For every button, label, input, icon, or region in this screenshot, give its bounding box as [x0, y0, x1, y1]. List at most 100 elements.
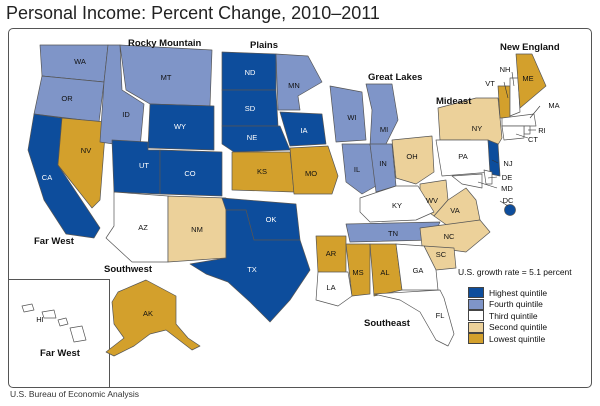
label-ID: ID: [122, 110, 130, 119]
legend: U.S. growth rate = 5.1 percent Highest q…: [458, 267, 572, 345]
legend-item-lowest: Lowest quintile: [458, 333, 572, 345]
state-TX[interactable]: [189, 209, 311, 323]
label-NC: NC: [444, 232, 455, 241]
label-WI: WI: [347, 113, 356, 122]
state-NH[interactable]: [509, 77, 521, 117]
state-MS[interactable]: [345, 243, 371, 297]
state-OH[interactable]: [391, 135, 435, 185]
state-AK[interactable]: [105, 279, 201, 357]
label-SC: SC: [436, 250, 447, 259]
state-KY[interactable]: [359, 185, 435, 223]
label-CO: CO: [184, 169, 195, 178]
label-OK: OK: [266, 215, 277, 224]
label-KY: KY: [392, 201, 402, 210]
label-LA: LA: [326, 283, 335, 292]
state-AZ[interactable]: [105, 191, 169, 263]
state-NE[interactable]: [221, 125, 291, 153]
legend-swatch-third: [468, 310, 484, 322]
legend-label-lowest: Lowest quintile: [489, 333, 546, 344]
label-CT: CT: [528, 135, 538, 144]
label-AZ: AZ: [138, 223, 148, 232]
state-NJ[interactable]: [487, 139, 501, 177]
label-SD: SD: [245, 104, 256, 113]
label-DE: DE: [502, 173, 512, 182]
state-MD[interactable]: [451, 173, 483, 189]
label-ME: ME: [522, 74, 533, 83]
region-new-england: New England: [500, 42, 560, 53]
label-UT: UT: [139, 161, 149, 170]
label-MS: MS: [352, 268, 363, 277]
callout-lines: [477, 71, 541, 207]
legend-item-fourth: Fourth quintile: [458, 298, 572, 311]
legend-label-highest: Highest quintile: [489, 287, 548, 298]
state-CO[interactable]: [159, 149, 223, 197]
label-AK: AK: [143, 309, 153, 318]
state-WY[interactable]: [147, 103, 215, 151]
state-VT[interactable]: [497, 85, 511, 119]
label-MT: MT: [161, 73, 172, 82]
label-ND: ND: [245, 68, 256, 77]
state-ME[interactable]: [515, 53, 547, 109]
label-CA: CA: [42, 173, 52, 182]
state-MN[interactable]: [275, 53, 323, 111]
state-CT[interactable]: [501, 125, 525, 141]
label-MN: MN: [288, 81, 300, 90]
label-TN: TN: [388, 229, 398, 238]
legend-swatch-second: [468, 321, 484, 333]
label-DC: DC: [503, 196, 514, 205]
state-DE[interactable]: [483, 169, 493, 185]
label-NH: NH: [500, 65, 511, 74]
legend-item-highest: Highest quintile: [458, 287, 572, 299]
label-HI: HI: [36, 315, 44, 324]
state-NV[interactable]: [57, 117, 107, 209]
state-IL[interactable]: [341, 143, 377, 195]
region-southeast: Southeast: [364, 318, 411, 329]
region-great-lakes: Great Lakes: [368, 72, 422, 83]
state-LA[interactable]: [315, 271, 353, 307]
label-NE: NE: [247, 133, 257, 142]
state-WI[interactable]: [329, 85, 367, 143]
label-GA: GA: [413, 266, 424, 275]
state-MA[interactable]: [501, 113, 537, 127]
label-PA: PA: [458, 152, 467, 161]
legend-swatch-fourth: [468, 298, 484, 310]
legend-swatch-lowest: [468, 333, 484, 345]
state-IA[interactable]: [279, 111, 327, 147]
legend-label-fourth: Fourth quintile: [489, 299, 543, 310]
label-OR: OR: [61, 94, 73, 103]
legend-swatch-highest: [468, 287, 484, 299]
region-mideast: Mideast: [436, 96, 472, 107]
state-ID[interactable]: [99, 44, 145, 149]
label-IL: IL: [354, 165, 360, 174]
state-HI[interactable]: [21, 303, 87, 343]
state-MI[interactable]: [365, 83, 399, 149]
legend-item-second: Second quintile: [458, 321, 572, 334]
label-IA: IA: [300, 126, 307, 135]
region-southwest: Southwest: [104, 264, 153, 275]
label-RI: RI: [538, 126, 546, 135]
inset-frame: [9, 279, 110, 387]
label-MA: MA: [548, 101, 559, 110]
state-NC[interactable]: [419, 219, 491, 253]
state-MO[interactable]: [289, 145, 339, 195]
state-GA[interactable]: [395, 243, 439, 291]
region-plains: Plains: [250, 40, 278, 51]
region-far-west: Far West: [34, 236, 75, 247]
legend-label-third: Third quintile: [489, 310, 538, 321]
label-IN: IN: [379, 159, 387, 168]
state-FL[interactable]: [373, 289, 455, 347]
label-VT: VT: [485, 79, 495, 88]
label-AR: AR: [326, 249, 337, 258]
source-credit: U.S. Bureau of Economic Analysis: [10, 389, 139, 399]
map-title: Personal Income: Percent Change, 2010–20…: [6, 3, 380, 23]
region-rocky-mountain: Rocky Mountain: [128, 38, 202, 49]
label-KS: KS: [257, 167, 267, 176]
label-FL: FL: [436, 311, 445, 320]
legend-growth-note: U.S. growth rate = 5.1 percent: [458, 267, 572, 277]
label-NV: NV: [81, 146, 91, 155]
label-MO: MO: [305, 169, 317, 178]
label-OH: OH: [406, 152, 417, 161]
label-NY: NY: [472, 124, 482, 133]
state-DC[interactable]: [504, 204, 516, 216]
